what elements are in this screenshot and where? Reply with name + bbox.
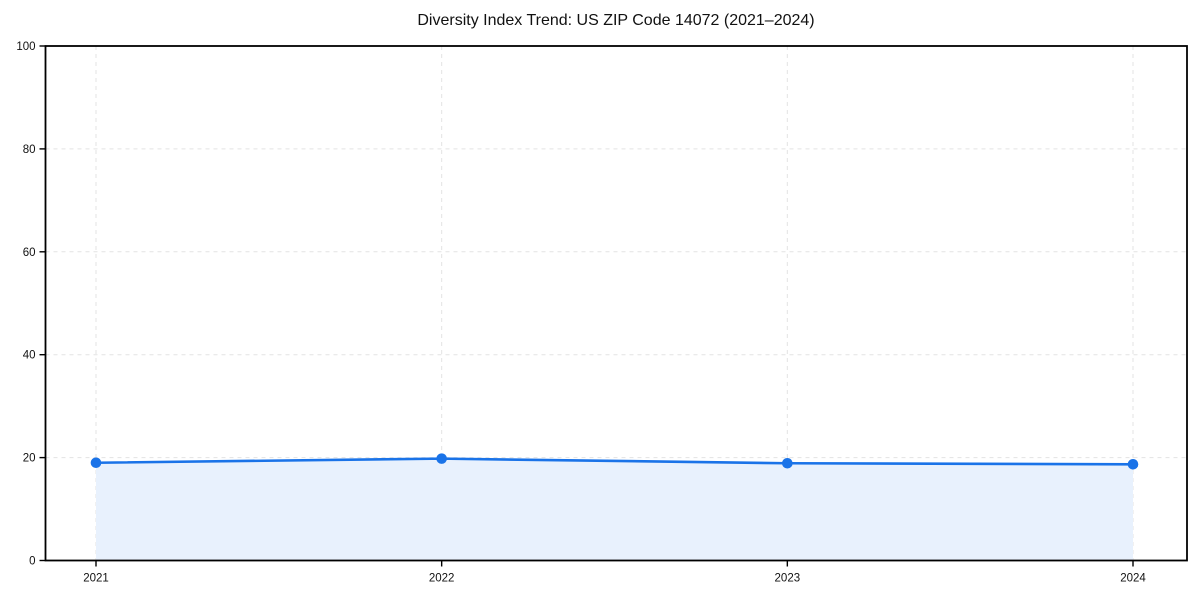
data-point-marker [1127,458,1139,470]
data-point-marker [782,457,793,469]
y-tick-label: 60 [23,247,36,259]
y-tick-label: 80 [23,144,36,156]
plot-border [44,45,1188,562]
x-tick-label: 2022 [429,573,455,585]
y-tick-label: 100 [16,41,35,53]
area-fill [96,458,1133,561]
data-point-marker [90,457,102,469]
y-tick-label: 20 [23,453,36,465]
y-tick-label: 40 [23,350,36,362]
y-tick-label: 0 [29,556,35,568]
x-tick-label: 2024 [1120,573,1146,585]
x-tick-label: 2023 [775,573,801,585]
x-tick-label: 2021 [83,573,109,585]
chart-title: Diversity Index Trend: US ZIP Code 14072… [417,12,815,29]
data-point-marker [436,453,447,464]
data-line [94,457,1135,466]
